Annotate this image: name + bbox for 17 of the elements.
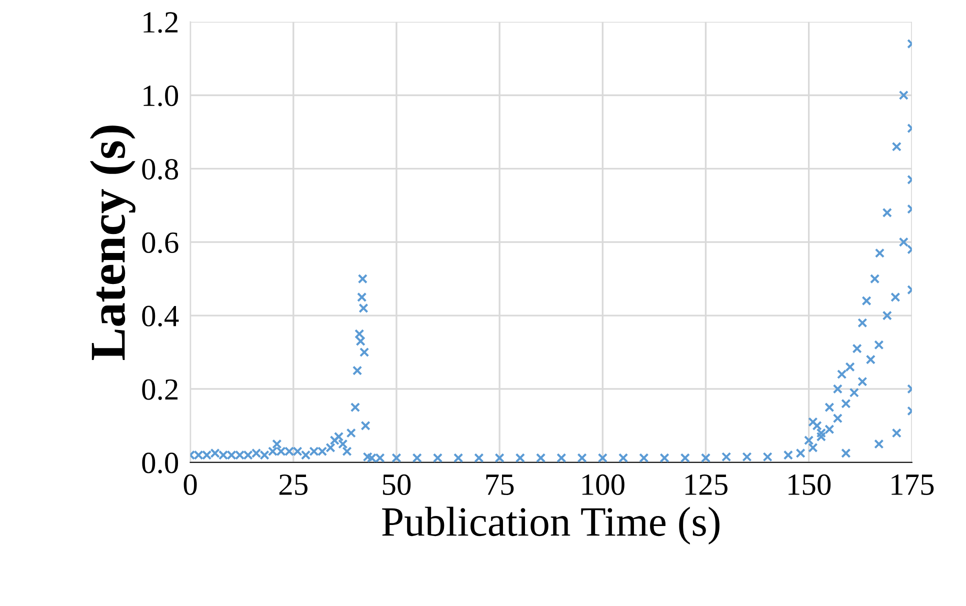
- y-axis-title: Latency (s): [90, 126, 136, 360]
- y-tick-label: 0.0: [142, 452, 178, 474]
- y-tick-label: 0.6: [142, 232, 178, 254]
- y-tick-label: 0.8: [142, 158, 178, 180]
- x-tick-label: 50: [382, 474, 411, 495]
- y-tick-label: 1.2: [144, 12, 178, 33]
- x-tick-label: 75: [486, 474, 514, 495]
- x-axis-title: Publication Time (s): [382, 506, 720, 545]
- y-tick-label: 1.0: [144, 86, 178, 106]
- x-tick-label: 150: [788, 474, 831, 495]
- y-tick-label: 0.2: [142, 379, 178, 400]
- x-tick-label: 0: [184, 474, 197, 495]
- x-tick-label: 125: [686, 474, 728, 495]
- x-tick-label: 175: [892, 474, 934, 495]
- x-tick-label: 100: [582, 474, 624, 495]
- x-tick-label: 25: [279, 474, 308, 495]
- y-tick-label: 0.4: [142, 306, 179, 327]
